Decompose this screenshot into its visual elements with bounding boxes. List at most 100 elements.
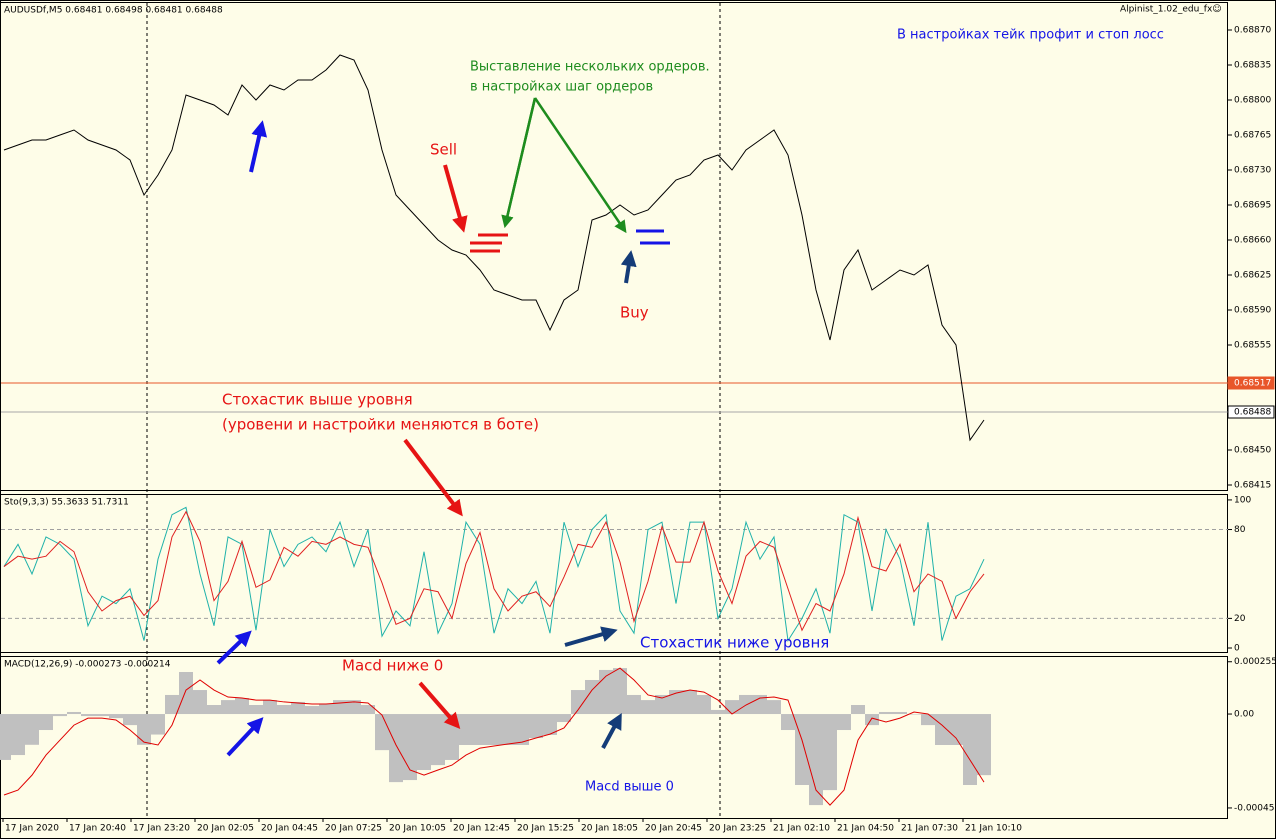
x-tick-label: 21 Jan 04:50 [837,824,894,834]
bar [767,700,781,715]
bar [431,714,445,766]
bar [277,705,291,715]
arrow [620,250,637,284]
bar [109,714,123,719]
x-tick-label: 20 Jan 23:25 [709,824,766,834]
bar [571,690,585,715]
bar [123,714,137,726]
arrow [403,438,463,517]
y-tick-label: 0.68870 [1234,26,1271,36]
annotation: Выставление нескольких ордеров. [470,60,710,75]
panel-title: AUDUSDf,M5 0.68481 0.68498 0.68481 0.684… [4,6,223,16]
x-tick-label: 21 Jan 02:10 [773,824,830,834]
bar [669,690,683,715]
y-tick-label: 0.68765 [1234,131,1271,141]
y-tick-label: 0.000255 [1234,657,1276,667]
bar [473,714,487,745]
line [3,506,985,643]
bar [613,668,627,715]
arrow [216,630,252,665]
annotation: Buy [620,304,649,322]
price-panel [0,2,1228,491]
bar [529,714,543,739]
bar [165,694,179,715]
arrow [564,626,618,647]
arrow [443,164,468,233]
y-tick-label: 0.68695 [1234,201,1271,211]
x-tick-label: 20 Jan 07:25 [325,824,382,834]
bar [11,714,25,756]
line [3,667,985,806]
x-tick-label: 20 Jan 20:45 [645,824,702,834]
bar [291,701,305,715]
bar [389,714,403,783]
x-tick-label: 21 Jan 07:30 [901,824,958,834]
line [3,510,985,632]
bar [375,714,389,751]
bar [305,706,319,715]
arrow [601,712,622,749]
bar [725,700,739,715]
bar [865,714,879,726]
annotation: Sell [430,141,457,159]
bar [543,714,557,735]
bar [879,711,893,715]
bar [95,714,109,717]
bar [235,698,249,715]
bar [137,714,151,745]
bar [263,700,277,715]
order-marks [470,229,670,253]
y-tick-label: 0.68555 [1234,341,1271,351]
bar [515,714,529,745]
y-tick-label: 0.68835 [1234,61,1271,71]
bar [823,714,837,791]
bar [319,703,333,715]
stoch-panel [0,494,1228,653]
x-tick-label: 21 Jan 10:10 [965,824,1022,834]
bar [977,714,991,776]
bar [683,690,697,715]
bar [53,714,67,717]
bar [851,705,865,715]
bar [39,714,53,731]
x-tick-label: 20 Jan 15:25 [517,824,574,834]
bar [781,714,795,731]
bar [837,714,851,731]
x-tick-label: 20 Jan 10:05 [389,824,446,834]
arrows [216,97,637,757]
panels [0,2,1228,819]
bar [795,714,809,785]
price-label-box [1227,405,1275,419]
bar [949,714,963,745]
price-label: 0.68517 [1234,379,1271,389]
y-tick-label: 0 [1234,644,1240,654]
y-tick-label: 0.68590 [1234,306,1271,316]
bar [907,714,921,715]
y-tick-label: -0.000458 [1234,803,1276,813]
line [3,54,985,442]
arrow [226,717,264,757]
bar [179,671,193,715]
annotation: в настройках шаг ордеров [470,80,653,95]
y-tick-label: 80 [1234,525,1246,535]
bar [697,694,711,715]
bar [711,709,725,715]
bar [487,714,501,745]
data-layer: AUDUSDf,M5 0.68481 0.68498 0.68481 0.684… [0,6,1276,834]
annotation: Macd ниже 0 [342,657,443,675]
annotation: Стохастик выше уровня [222,391,413,409]
x-tick-label: 17 Jan 2020 [5,824,59,834]
expert-name: Alpinist_1.02_edu_fx☺ [1120,4,1222,15]
bar [501,714,515,745]
bar [627,694,641,715]
annotation: (уровени и настройки меняются в боте) [222,416,539,434]
x-tick-label: 17 Jan 20:40 [69,824,126,834]
y-tick-label: 0.68450 [1234,446,1271,456]
panel-title: MACD(12,26,9) -0.000273 -0.000214 [4,660,171,670]
annotation: Macd выше 0 [585,780,674,795]
annotation: Стохастик ниже уровня [640,634,829,652]
bar [193,690,207,715]
bar [963,714,977,785]
